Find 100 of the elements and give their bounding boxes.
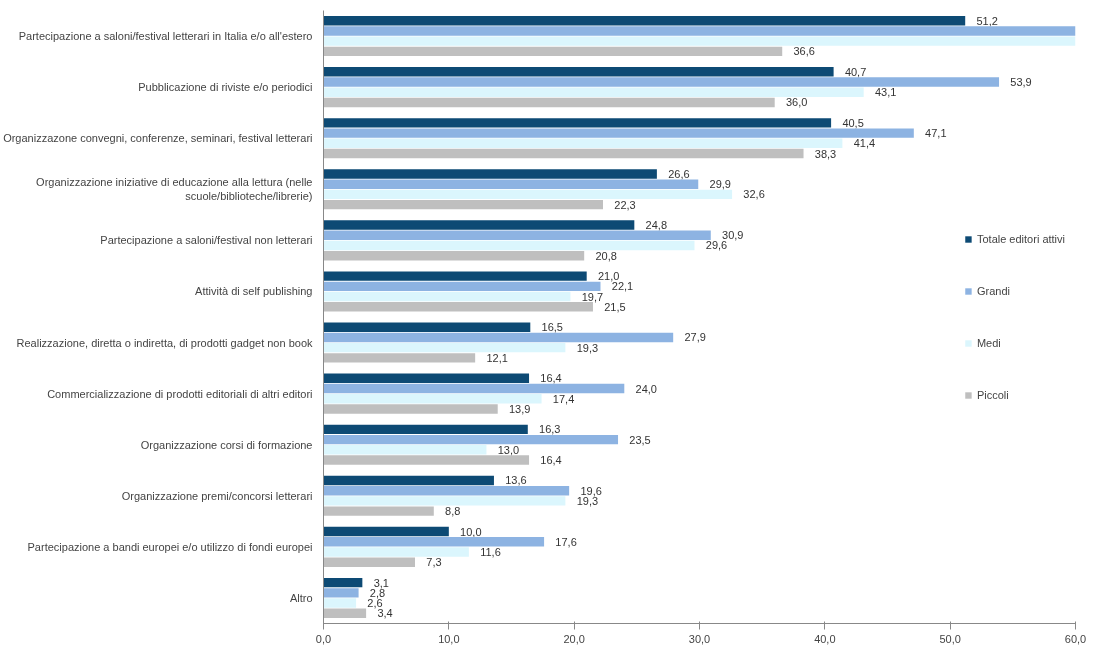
- data-label: 26,6: [668, 167, 690, 180]
- data-label: 13,9: [508, 402, 531, 415]
- data-label: 20,8: [595, 249, 617, 262]
- data-label: 13,6: [505, 474, 527, 487]
- x-tick-label: 40,0: [814, 632, 836, 645]
- bar: [323, 240, 695, 251]
- bar: [323, 220, 635, 230]
- y-tick-label: Realizzazione, diretta o indiretta, di prodotti gadget non book: [16, 336, 313, 349]
- bar: [323, 506, 434, 516]
- y-tick-label: Pubblicazione di riviste e/o periodici: [138, 81, 313, 94]
- bar: [323, 16, 966, 26]
- data-label: 17,6: [555, 535, 577, 548]
- y-tick-label: Organizzazone convegni, conferenze, seminari, festival letterari: [3, 132, 313, 145]
- bar: [323, 87, 864, 97]
- bar: [323, 169, 657, 179]
- bar: [323, 445, 487, 455]
- bar: [323, 271, 587, 281]
- data-label: 51,2: [976, 14, 998, 27]
- data-label: 21,5: [604, 300, 626, 313]
- data-label: 24,8: [645, 219, 668, 232]
- x-tick-label: 10,0: [438, 632, 460, 645]
- data-label: 13,0: [497, 443, 520, 456]
- legend-label: Piccoli: [976, 388, 1009, 401]
- bar: [323, 26, 1076, 36]
- bar: [323, 547, 469, 557]
- data-label: 22,3: [614, 198, 636, 211]
- data-label: 53,9: [1010, 76, 1032, 89]
- y-tick-label: Commercializzazione di prodotti editoriali di altri editori: [47, 387, 313, 400]
- bar: [323, 230, 711, 240]
- bar: [323, 291, 571, 302]
- bar: [323, 199, 603, 210]
- bar: [323, 455, 530, 465]
- x-tick-label: 50,0: [939, 632, 961, 645]
- bar: [323, 118, 832, 128]
- data-label: 7,3: [426, 556, 442, 569]
- data-label: 32,6: [743, 188, 765, 201]
- bar: [323, 496, 566, 506]
- bar: [323, 353, 476, 363]
- data-label: 16,4: [540, 454, 562, 467]
- bar: [323, 485, 570, 496]
- data-label: 10,0: [460, 525, 482, 538]
- data-label: 40,5: [842, 116, 864, 129]
- bar: [323, 588, 359, 598]
- bar: [323, 526, 449, 537]
- bar: [323, 97, 775, 108]
- bar: [323, 557, 415, 567]
- data-label: 27,9: [684, 331, 706, 344]
- y-tick-label: Attività di self publishing: [195, 285, 313, 298]
- bar: [323, 302, 593, 312]
- bar: [323, 36, 1076, 46]
- y-tick-label: Partecipazione a bandi europei e/o utilizzo di fondi europei: [27, 540, 313, 553]
- data-label: 16,4: [540, 372, 562, 385]
- bar: [323, 322, 531, 332]
- bar: [323, 373, 530, 383]
- bar: [323, 537, 545, 547]
- data-label: 29,9: [709, 178, 731, 191]
- data-label: 19,6: [580, 484, 602, 497]
- data-label: 41,4: [853, 137, 876, 150]
- bar: [323, 46, 783, 57]
- x-tick-label: 0,0: [315, 632, 332, 645]
- data-label: 29,6: [705, 239, 728, 252]
- bar: [323, 332, 674, 343]
- bar: [323, 67, 834, 77]
- data-label: 3,4: [377, 607, 393, 620]
- bar: [323, 179, 699, 189]
- bar: [323, 383, 625, 394]
- data-label: 36,0: [785, 96, 808, 109]
- data-label: 3,1: [373, 576, 389, 589]
- data-label: 36,6: [793, 45, 815, 58]
- bar: [323, 577, 363, 588]
- data-label: 2,6: [367, 597, 383, 610]
- data-label: 17,4: [552, 392, 575, 405]
- bar: [323, 394, 542, 404]
- data-label: 16,3: [539, 423, 561, 436]
- bar: [323, 148, 804, 159]
- data-label: 12,1: [486, 351, 508, 364]
- y-tick-label: Partecipazione a saloni/festival non letterari: [100, 234, 313, 247]
- bar: [323, 475, 494, 486]
- bar: [323, 434, 619, 445]
- data-label: 30,9: [722, 229, 744, 242]
- data-label: 19,7: [581, 290, 604, 303]
- y-tick-label: Organizzazione corsi di formazione: [140, 438, 313, 451]
- legend-label: Grandi: [976, 284, 1010, 297]
- data-label: 43,1: [874, 86, 897, 99]
- data-label: 22,1: [611, 280, 634, 293]
- data-label: 47,1: [925, 127, 947, 140]
- data-label: 8,8: [445, 505, 461, 518]
- data-label: 16,5: [541, 321, 563, 334]
- bar: [323, 342, 566, 353]
- bar: [323, 608, 367, 618]
- data-label: 23,5: [629, 433, 651, 446]
- legend-label: Medi: [976, 336, 1001, 349]
- data-label: 21,0: [597, 270, 620, 283]
- x-tick-label: 20,0: [563, 632, 585, 645]
- bar: [323, 189, 733, 200]
- data-label: 11,6: [480, 545, 501, 558]
- bar: [323, 251, 585, 261]
- x-tick-label: 30,0: [688, 632, 711, 645]
- y-tick-label: Partecipazione a saloni/festival letterari in Italia e/o all'estero: [18, 30, 313, 43]
- bar: [323, 77, 1000, 87]
